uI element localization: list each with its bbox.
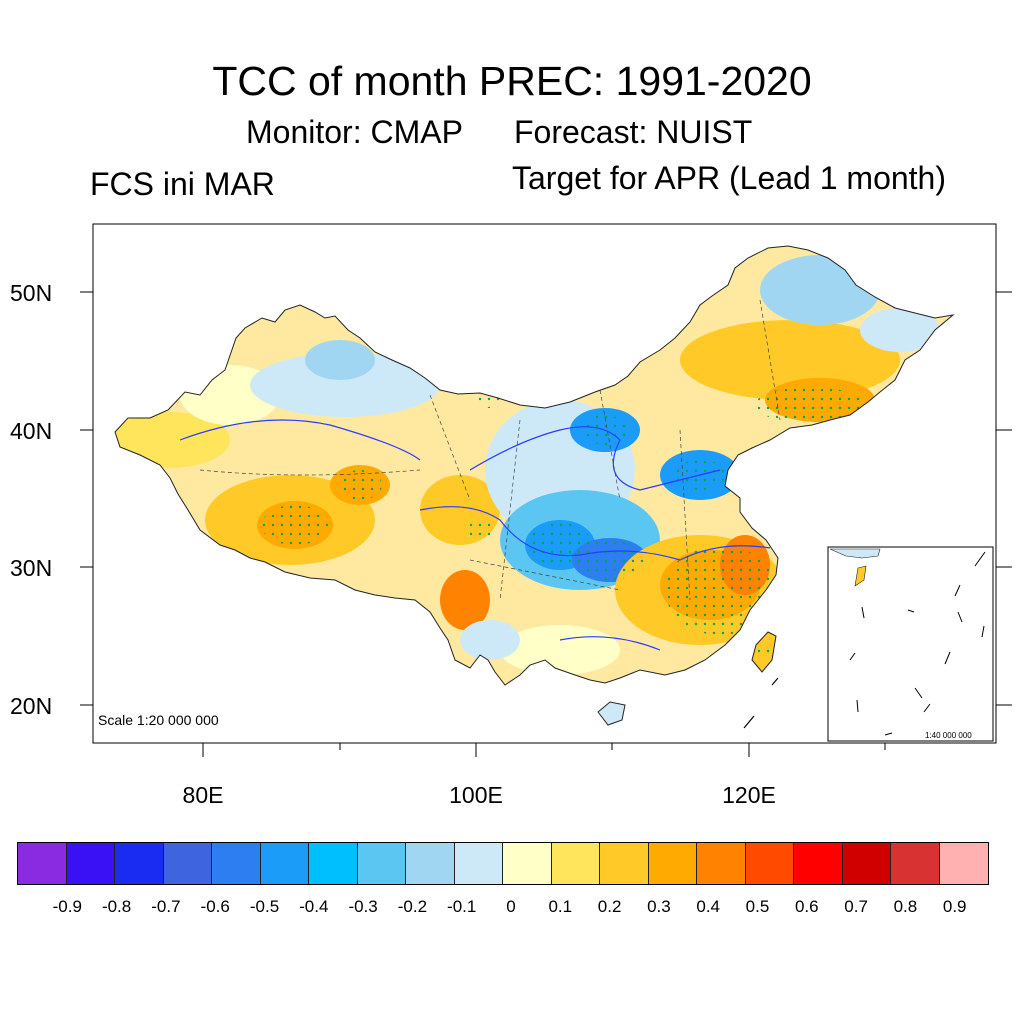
lon-label-120: 120E xyxy=(722,782,776,808)
scale-label: Scale 1:20 000 000 xyxy=(98,712,219,728)
colorbar-swatch-11 xyxy=(551,843,600,884)
region-guangxi xyxy=(500,625,620,675)
colorbar-label: 0.1 xyxy=(548,897,573,916)
colorbar-swatch-1 xyxy=(66,843,115,884)
colorbar-swatch-19 xyxy=(939,843,988,884)
colorbar-label: -0.2 xyxy=(397,897,428,916)
axis-ticks xyxy=(80,291,1012,757)
lon-label-100: 100E xyxy=(449,782,503,808)
river-yellow xyxy=(469,426,721,491)
region-west xyxy=(115,412,230,468)
colorbar-swatch-0 xyxy=(18,843,67,884)
inset-taiwan xyxy=(854,565,867,587)
lat-label-20: 20N xyxy=(10,693,53,719)
colorbar-swatch-14 xyxy=(697,843,746,884)
region-yunnan-south xyxy=(460,620,520,660)
colorbar xyxy=(17,842,989,885)
inset-dash-line xyxy=(849,551,986,736)
stipple-tibet-south xyxy=(261,505,329,545)
colorbar-swatch-4 xyxy=(212,843,261,884)
map-title: TCC of month PREC: 1991-2020 xyxy=(212,58,812,104)
colorbar-label: 0.2 xyxy=(597,897,622,916)
stipple-sichuan xyxy=(528,523,592,567)
river-yangtze xyxy=(419,506,771,561)
colorbar-label: 0.7 xyxy=(844,897,868,916)
lat-label-30: 30N xyxy=(10,555,53,581)
colorbar-swatch-3 xyxy=(163,843,212,884)
colorbar-swatch-17 xyxy=(842,843,891,884)
stipple-taiwan xyxy=(758,642,770,658)
colorbar-label: -0.1 xyxy=(447,897,477,916)
colorbar-label: -0.4 xyxy=(299,897,329,916)
colorbar-label: -0.9 xyxy=(52,897,82,916)
colorbar-swatch-12 xyxy=(600,843,649,884)
lon-label-80: 80E xyxy=(182,782,224,808)
forecast-label: Forecast: NUIST xyxy=(514,114,753,150)
colorbar-label: 0 xyxy=(506,897,516,916)
map-figure xyxy=(80,223,1012,757)
colorbar-swatch-15 xyxy=(745,843,794,884)
colorbar-label: -0.6 xyxy=(200,897,230,916)
colorbar-label: -0.8 xyxy=(101,897,132,916)
lat-label-40: 40N xyxy=(10,418,53,444)
province-boundaries xyxy=(199,299,781,601)
stipple-liaoning xyxy=(755,387,865,423)
stipple-tibet-central xyxy=(338,470,382,500)
colorbar-swatch-5 xyxy=(260,843,309,884)
colorbar-label: 0.8 xyxy=(893,897,918,916)
colorbar-label: -0.7 xyxy=(151,897,181,916)
colorbar-swatch-2 xyxy=(115,843,164,884)
hainan xyxy=(597,701,626,726)
colorbar-swatch-9 xyxy=(454,843,503,884)
colorbar-swatch-8 xyxy=(406,843,455,884)
colorbar-label: 0.5 xyxy=(745,897,770,916)
colorbar-label: 0.9 xyxy=(942,897,967,916)
region-dzungaria xyxy=(250,353,440,417)
colorbar-label: -0.3 xyxy=(348,897,378,916)
colorbar-swatch-13 xyxy=(648,843,697,884)
target-label: Target for APR (Lead 1 month) xyxy=(512,160,946,196)
stipple-qinghai xyxy=(465,518,495,542)
inset-mainland xyxy=(829,548,881,559)
colorbar-label: 0.3 xyxy=(647,897,671,916)
river-tarim xyxy=(179,419,421,461)
colorbar-swatch-18 xyxy=(891,843,940,884)
colorbar-swatch-6 xyxy=(309,843,358,884)
lat-label-50: 50N xyxy=(10,280,53,306)
inset-scale-label: 1:40 000 000 xyxy=(925,731,972,740)
colorbar-label: -0.5 xyxy=(249,897,280,916)
river-pearl xyxy=(559,636,661,651)
region-northeast-south xyxy=(680,320,900,400)
stipple-hubei xyxy=(576,540,644,580)
region-far-east xyxy=(860,308,940,352)
inset-frame xyxy=(827,546,994,742)
monitor-label: Monitor: CMAP xyxy=(246,114,463,150)
colorbar-swatch-7 xyxy=(357,843,406,884)
colorbar-label: 0.6 xyxy=(794,897,819,916)
colorbar-label: 0.4 xyxy=(696,897,721,916)
region-yunnan-west xyxy=(440,570,490,630)
colorbar-swatch-16 xyxy=(794,843,843,884)
init-label: FCS ini MAR xyxy=(90,166,275,202)
colorbar-swatch-10 xyxy=(503,843,552,884)
region-altai xyxy=(305,340,375,380)
inset-content xyxy=(829,548,986,736)
stipple-southeast xyxy=(665,545,775,635)
nine-dash-line xyxy=(743,677,779,729)
china-border xyxy=(114,245,955,686)
